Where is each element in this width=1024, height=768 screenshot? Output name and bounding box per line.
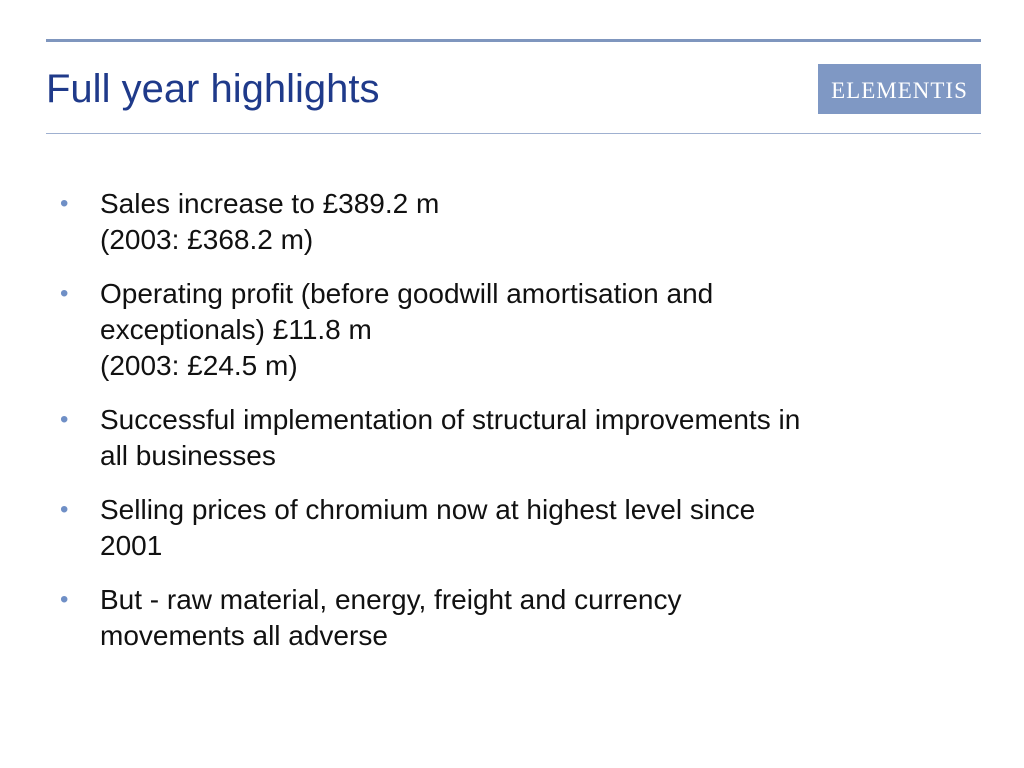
bullet-text: 2001 — [100, 530, 163, 561]
bullet-text: exceptionals) £11.8 m — [100, 314, 372, 345]
bullet-item-structural-improvements: • Successful implementation of structura… — [58, 402, 968, 474]
bullet-marker: • — [60, 190, 69, 217]
bullet-marker: • — [60, 496, 69, 523]
bullet-text: Selling prices of chromium now at highes… — [100, 494, 756, 525]
bullet-list: • Sales increase to £389.2 m (2003: £368… — [58, 186, 968, 672]
bullet-marker: • — [60, 406, 69, 433]
bullet-item-sales: • Sales increase to £389.2 m (2003: £368… — [58, 186, 968, 258]
bullet-text: Sales increase to £389.2 m — [100, 188, 440, 219]
bullet-marker: • — [60, 586, 69, 613]
slide-title: Full year highlights — [46, 67, 380, 111]
bullet-text: movements all adverse — [100, 620, 388, 651]
bullet-text: (2003: £368.2 m) — [100, 224, 314, 255]
bullet-text: (2003: £24.5 m) — [100, 350, 298, 381]
bullet-text: all businesses — [100, 440, 276, 471]
bullet-item-adverse-movements: • But - raw material, energy, freight an… — [58, 582, 968, 654]
bullet-item-chromium-prices: • Selling prices of chromium now at high… — [58, 492, 968, 564]
bullet-text: Successful implementation of structural … — [100, 404, 801, 435]
bullet-text: Operating profit (before goodwill amorti… — [100, 278, 714, 309]
title-divider — [46, 133, 981, 134]
bullet-item-operating-profit: • Operating profit (before goodwill amor… — [58, 276, 968, 384]
top-divider — [46, 39, 981, 42]
elementis-logo: ELEMENTIS — [818, 64, 981, 114]
bullet-text: But - raw material, energy, freight and … — [100, 584, 682, 615]
bullet-marker: • — [60, 280, 69, 307]
